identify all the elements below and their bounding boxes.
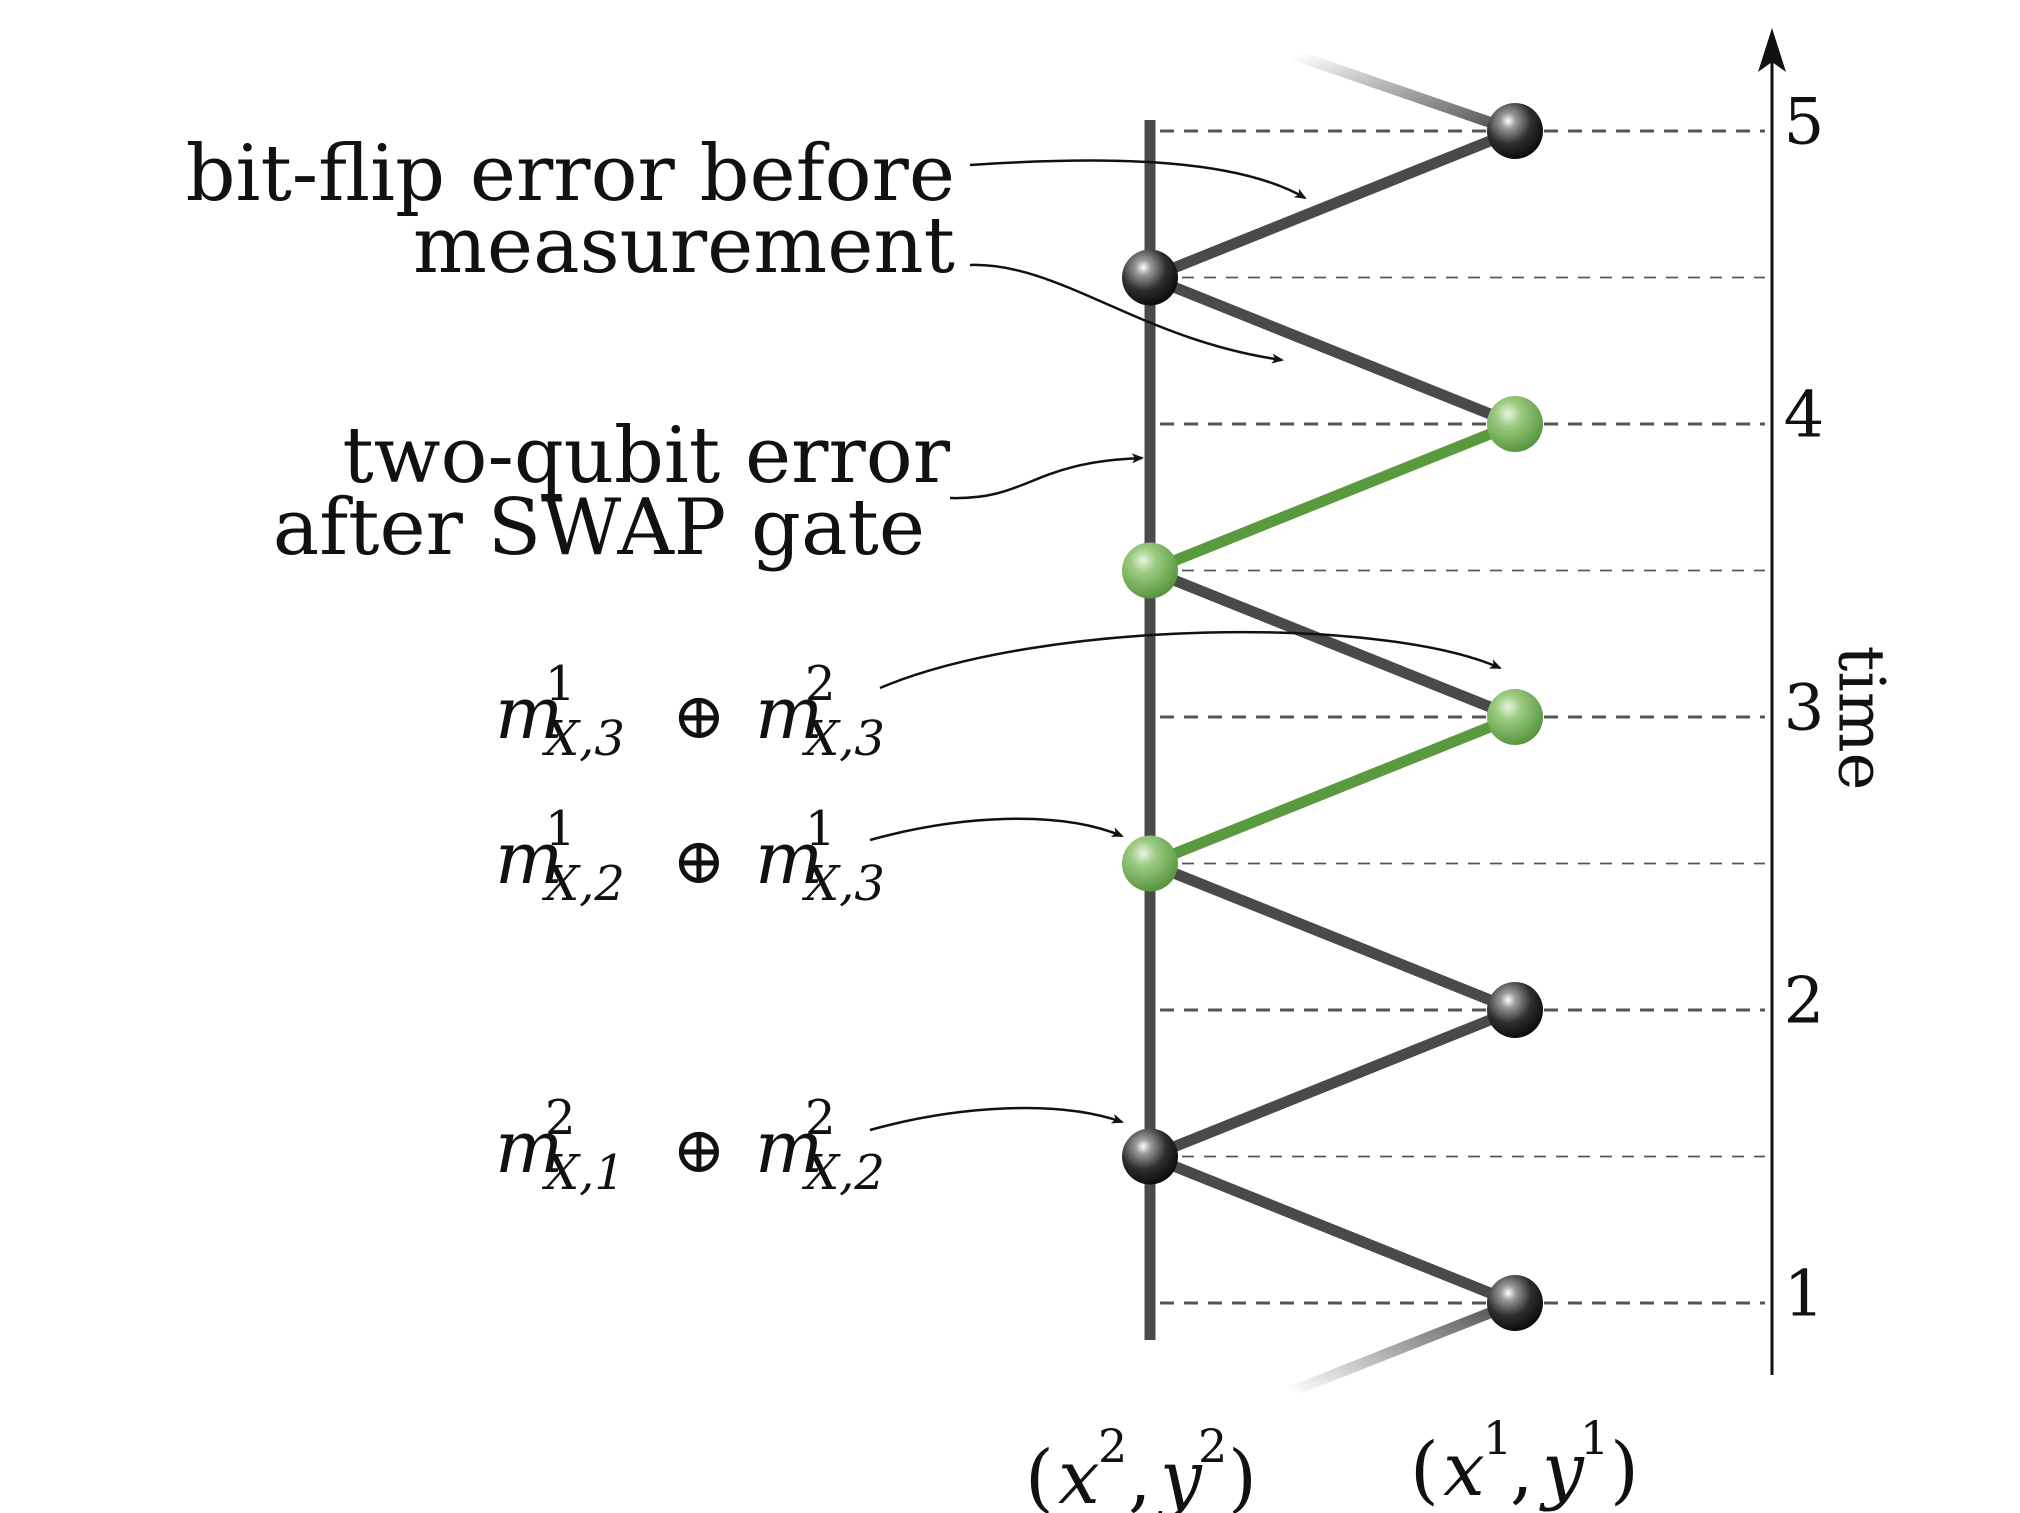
syndrome-3-sup-b: 2 (805, 1090, 836, 1146)
time-axis-label: time (1824, 646, 1898, 791)
svg-text:): ) (1610, 1427, 1639, 1513)
error-node (1487, 689, 1543, 745)
pointer-arrows (869, 159, 1502, 1132)
right-x-exp: 1 (1483, 1411, 1512, 1465)
right-y-exp: 1 (1580, 1411, 1609, 1465)
syndrome-2-m: m (495, 816, 563, 900)
syndrome-2-sup-a: 1 (545, 801, 576, 857)
svg-text:(: ( (1410, 1427, 1439, 1513)
time-tick-label: 1 (1784, 1258, 1825, 1332)
syndrome-1-sup-b: 2 (805, 656, 836, 712)
svg-text:,: , (1128, 1435, 1152, 1513)
qubit-nodes (1122, 103, 1543, 1331)
syndrome-2-m2: m (755, 816, 823, 900)
arrow-syndrome1-to-node (879, 630, 1502, 690)
syndrome-2-oplus: ⊕ (672, 825, 726, 899)
zigzag-edge (1144, 858, 1521, 1016)
svg-text:(: ( (1025, 1435, 1054, 1513)
syndrome-1-oplus: ⊕ (672, 680, 726, 754)
arrow-syndrome3-to-node (869, 1106, 1124, 1132)
error-edge (1144, 418, 1521, 576)
error-node (1487, 396, 1543, 452)
bitflip-label-line2: measurement (413, 201, 955, 291)
qubit-node (1122, 1128, 1178, 1185)
right-x: x (1443, 1427, 1485, 1513)
syndrome-3-sub-b: X,2 (801, 1145, 885, 1201)
left-x: x (1058, 1435, 1100, 1513)
twoqubit-label-line1: two-qubit error (342, 411, 950, 501)
time-tick-label: 3 (1784, 672, 1825, 746)
time-gridlines (1160, 129, 1765, 1305)
syndrome-2-sub-b: X,3 (801, 856, 885, 912)
zigzag-edge (1144, 1151, 1521, 1309)
syndrome-3-sub-a: X,1 (541, 1145, 625, 1201)
syndrome-1-sub-b: X,3 (801, 711, 885, 767)
error-edge (1144, 711, 1521, 869)
syndrome-3-oplus: ⊕ (672, 1114, 726, 1188)
left-y: y (1157, 1435, 1203, 1513)
zigzag-edge (1144, 272, 1521, 430)
bitflip-label-line1: bit-flip error before (186, 129, 955, 219)
column-label-left: ( x 2 , y 2 ) (1025, 1419, 1257, 1513)
time-tick-label: 5 (1784, 86, 1825, 160)
syndrome-1-sub-a: X,3 (541, 711, 625, 767)
qubit-node (1487, 1275, 1543, 1331)
syndrome-label: m 2 X,1 ⊕ m 2 X,2 (495, 1090, 885, 1201)
edge-fade-bottom (1287, 1297, 1518, 1398)
qubit-node (1487, 982, 1543, 1038)
twoqubit-label-line2: after SWAP gate (273, 483, 925, 573)
right-y: y (1539, 1427, 1585, 1513)
column-label-right: ( x 1 , y 1 ) (1410, 1411, 1639, 1513)
arrow-measurement-to-edge (969, 263, 1284, 364)
left-x-exp: 2 (1098, 1419, 1127, 1473)
syndrome-3-m2: m (755, 1105, 823, 1189)
arrow-bitflip-to-edge (969, 159, 1307, 200)
syndrome-1-m: m (495, 671, 563, 755)
zigzag-edge (1144, 125, 1521, 283)
zigzag-edge (1144, 565, 1521, 723)
arrow-twoqubit-to-line (949, 453, 1144, 500)
syndrome-2-sup-b: 1 (805, 801, 836, 857)
syndrome-1-m2: m (755, 671, 823, 755)
zigzag-edges (1144, 125, 1521, 1309)
syndrome-label: m 1 X,2 ⊕ m 1 X,3 (495, 801, 885, 912)
syndrome-label: m 1 X,3 ⊕ m 2 X,3 (495, 656, 885, 767)
error-node (1122, 542, 1178, 599)
svg-text:,: , (1510, 1427, 1534, 1513)
arrow-syndrome2-to-node (869, 817, 1124, 842)
left-y-exp: 2 (1198, 1419, 1227, 1473)
time-ticks: 1 2 3 4 5 (1784, 86, 1825, 1332)
zigzag-edge (1144, 1004, 1521, 1162)
svg-text:): ) (1228, 1435, 1257, 1513)
error-node (1122, 835, 1178, 892)
time-axis-arrow-icon (1758, 28, 1786, 72)
syndrome-2-sub-a: X,2 (541, 856, 625, 912)
qubit-node (1487, 103, 1543, 159)
syndrome-3-sup-a: 2 (545, 1090, 576, 1146)
syndrome-1-sup-a: 1 (545, 656, 576, 712)
time-tick-label: 2 (1784, 965, 1825, 1039)
time-tick-label: 4 (1784, 379, 1825, 453)
qubit-node (1122, 249, 1178, 306)
edge-fade-top (1293, 49, 1517, 137)
syndrome-3-m: m (495, 1105, 563, 1189)
